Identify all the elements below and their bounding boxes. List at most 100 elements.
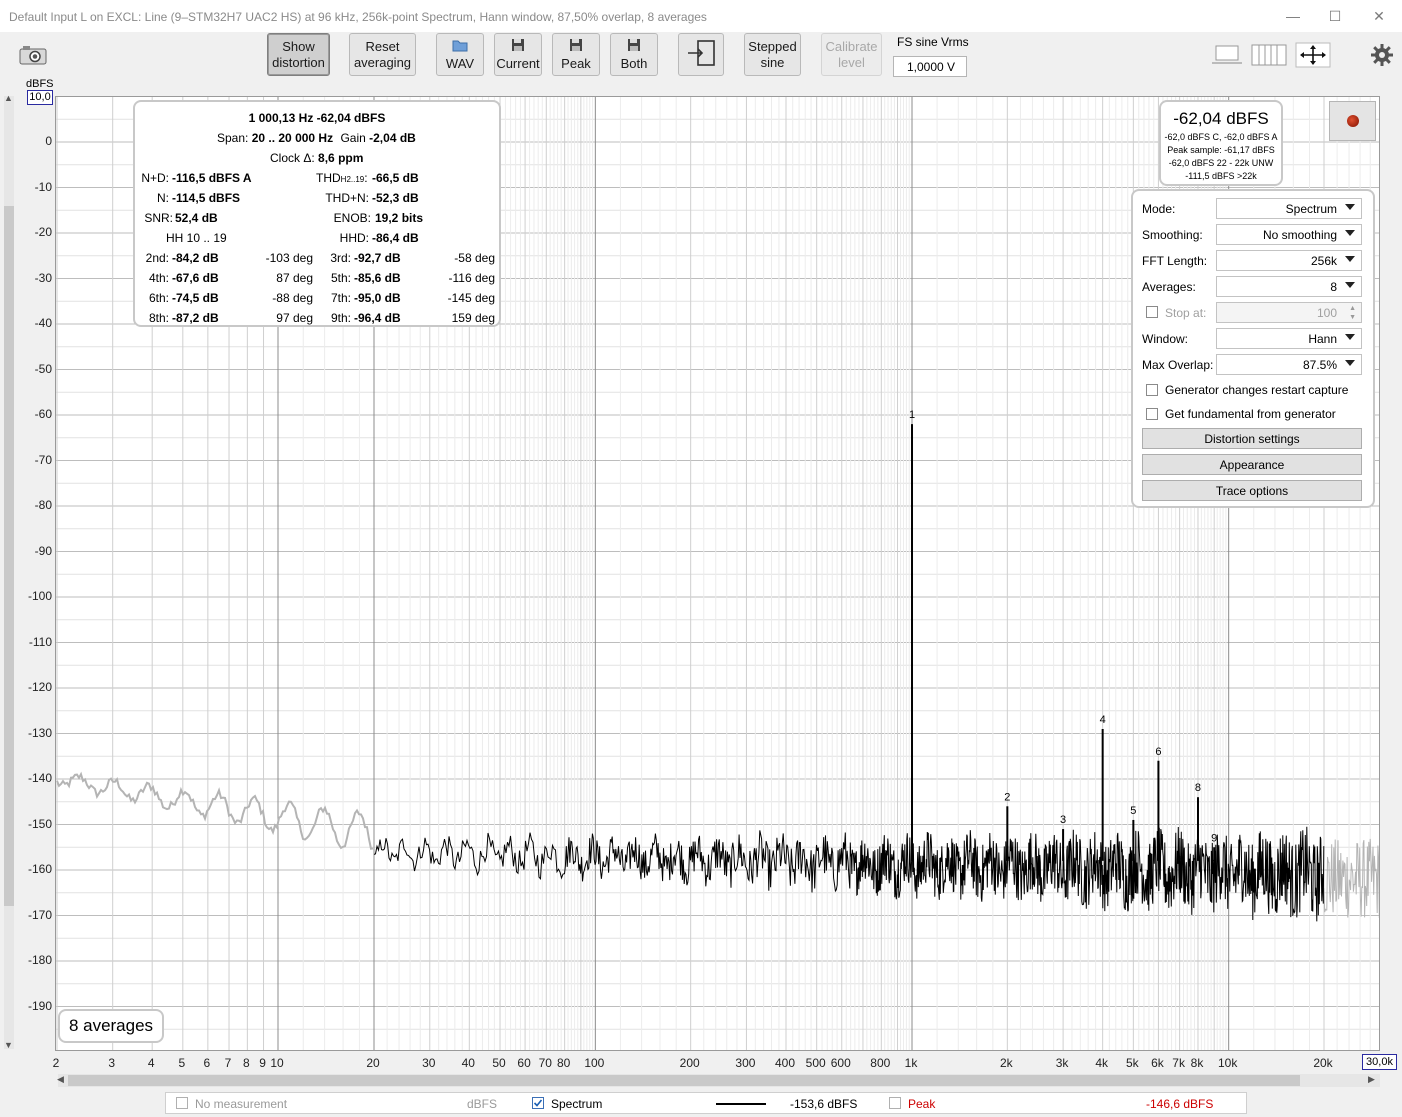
scroll-down-icon[interactable]: ▼ <box>4 1040 13 1050</box>
gear-icon[interactable] <box>1370 43 1394 67</box>
harmonic-label: 3rd: <box>330 251 351 265</box>
gen-fundamental-checkbox[interactable] <box>1146 408 1158 420</box>
x-tick-label: 10 <box>270 1056 284 1070</box>
fft-length-select[interactable]: 256k <box>1216 250 1362 271</box>
distortion-overlay: 1 000,13 Hz -62,04 dBFS Span: 20 .. 20 0… <box>133 100 501 327</box>
gen-restart-checkbox[interactable] <box>1146 384 1158 396</box>
multi-view-icon[interactable] <box>1251 42 1287 68</box>
minimize-button[interactable]: — <box>1286 8 1300 24</box>
fs-sine-input[interactable]: 1,0000 V <box>893 56 967 77</box>
hhd-value: -86,4 dB <box>372 231 419 245</box>
x-tick-label: 3 <box>108 1056 116 1070</box>
averages-label: Averages: <box>1142 280 1196 294</box>
harmonic-value-text: -85,6 dB <box>354 271 401 285</box>
harmonic-marker-label: 4 <box>1100 714 1106 726</box>
max-overlap-select[interactable]: 87.5% <box>1216 354 1362 375</box>
thdn-value: -52,3 dB <box>372 191 419 205</box>
no-measurement-checkbox[interactable] <box>176 1097 188 1109</box>
x-tick-label: 8 <box>243 1056 250 1070</box>
fft-length-label: FFT Length: <box>1142 254 1208 268</box>
no-measurement-label: No measurement <box>195 1097 288 1111</box>
window-select[interactable]: Hann <box>1216 328 1362 349</box>
y-tick-label: -130 <box>27 725 52 740</box>
x-tick-label: 500 <box>805 1056 826 1070</box>
y-scrollbar[interactable] <box>4 96 14 1049</box>
smoothing-label: Smoothing: <box>1142 228 1203 242</box>
harmonic-marker-label: 6 <box>1155 746 1161 758</box>
x-tick-label: 3k <box>1055 1056 1069 1070</box>
save-current-button[interactable]: Current <box>494 33 542 76</box>
thdn-label: THD+N: <box>325 191 369 205</box>
camera-icon[interactable] <box>18 44 48 66</box>
stop-at-spinner[interactable]: 100 ▲ ▼ <box>1216 302 1362 323</box>
import-button[interactable] <box>678 33 724 76</box>
calibrate-level-button[interactable]: Calibrate level <box>821 33 882 76</box>
trace-options-button[interactable]: Trace options <box>1142 480 1362 501</box>
show-distortion-button[interactable]: Show distortion <box>267 33 330 76</box>
y-top-input[interactable]: 10,0 <box>27 90 53 105</box>
hhd-label: HHD: <box>339 231 369 245</box>
peak-checkbox[interactable] <box>889 1097 901 1109</box>
spectrum-checkbox[interactable] <box>532 1097 544 1109</box>
scroll-left-icon[interactable]: ◀ <box>57 1074 64 1084</box>
save-peak-button[interactable]: Peak <box>552 33 600 76</box>
chevron-down-icon <box>1345 204 1355 210</box>
x-tick-label: 50 <box>492 1056 506 1070</box>
y-tick-label: -180 <box>27 953 52 967</box>
gen-fundamental-label: Get fundamental from generator <box>1165 407 1336 421</box>
spectrum-trace-low <box>56 771 374 850</box>
record-button[interactable] <box>1329 101 1376 141</box>
peak-label: Peak <box>908 1097 936 1111</box>
averages-select[interactable]: 8 <box>1216 276 1362 297</box>
scroll-right-icon[interactable]: ▶ <box>1368 1074 1375 1084</box>
span-value: 20 .. 20 000 Hz <box>251 131 334 145</box>
single-view-icon[interactable] <box>1210 42 1244 68</box>
thd-value: -66,5 dB <box>372 171 419 185</box>
harmonic-marker-label: 8 <box>1195 782 1201 794</box>
mode-select[interactable]: Spectrum <box>1216 198 1362 219</box>
harmonic-label: 4th: <box>148 271 169 285</box>
appearance-button[interactable]: Appearance <box>1142 454 1362 475</box>
x-tick-label: 300 <box>735 1056 756 1070</box>
spectrum-trace-high <box>1323 838 1379 918</box>
wav-label: WAV <box>445 55 475 71</box>
save-wav-button[interactable]: WAV <box>436 33 484 76</box>
x-tick-label: 600 <box>830 1056 851 1070</box>
x-tick-label: 400 <box>774 1056 795 1070</box>
maximize-button[interactable]: ☐ <box>1328 7 1342 24</box>
window-value: Hann <box>1308 331 1337 346</box>
y-scrollbar-thumb[interactable] <box>4 206 14 906</box>
x-tick-label: 200 <box>679 1056 700 1070</box>
chevron-down-icon <box>1345 360 1355 366</box>
x-tick-label: 40 <box>461 1056 475 1070</box>
spectrum-value: -153,6 dBFS <box>790 1097 858 1111</box>
reset-averaging-button[interactable]: Reset averaging <box>349 33 416 76</box>
harmonic-phase: 159 deg <box>451 311 495 325</box>
close-button[interactable]: ✕ <box>1373 7 1385 24</box>
harmonic-phase: -103 deg <box>265 251 313 265</box>
level-main: -62,04 dBFS <box>1173 109 1269 128</box>
y-tick-label: -20 <box>34 225 52 239</box>
y-tick-label: -70 <box>34 452 52 467</box>
enob-label: ENOB: <box>333 211 371 225</box>
fft-length-value: 256k <box>1310 253 1337 268</box>
stepped-sine-button[interactable]: Stepped sine <box>744 33 801 76</box>
save-both-button[interactable]: Both <box>610 33 658 76</box>
stop-at-checkbox[interactable] <box>1146 306 1158 318</box>
y-tick-label: -140 <box>27 771 52 785</box>
fs-sine-label: FS sine Vrms <box>897 35 969 49</box>
level-line-3: -62,0 dBFS 22 - 22k UNW <box>1168 158 1274 168</box>
show-distortion-label-1: Show <box>282 38 315 54</box>
x-scrollbar[interactable] <box>58 1074 1380 1087</box>
x-scrollbar-thumb[interactable] <box>68 1075 1300 1086</box>
smoothing-select[interactable]: No smoothing <box>1216 224 1362 245</box>
no-measurement-unit: dBFS <box>467 1097 498 1111</box>
scroll-up-icon[interactable]: ▲ <box>4 93 13 103</box>
x-right-input[interactable]: 30,0k <box>1362 1054 1397 1070</box>
harmonic-value: -84,2 dB <box>172 251 219 265</box>
x-tick-label: 60 <box>517 1056 531 1070</box>
harmonic-phase: -58 deg <box>454 251 495 265</box>
x-tick-label: 20k <box>1313 1056 1333 1070</box>
move-icon[interactable] <box>1295 42 1331 68</box>
distortion-settings-button[interactable]: Distortion settings <box>1142 428 1362 449</box>
